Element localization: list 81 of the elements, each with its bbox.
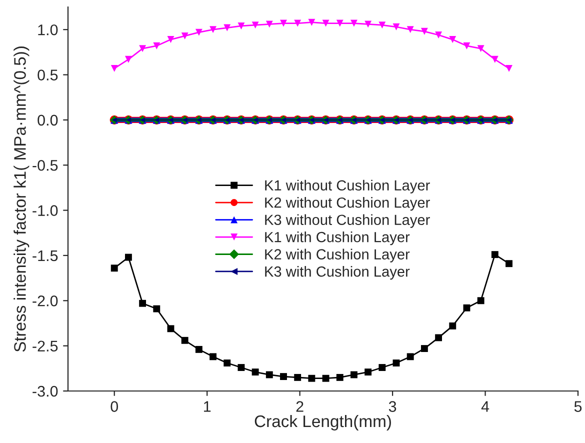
point [392, 360, 400, 366]
point [167, 325, 174, 332]
point [195, 28, 202, 36]
x-tick-label: 1 [204, 401, 211, 412]
point [336, 374, 344, 381]
point [420, 28, 428, 35]
legend-label: K1 with Cushion Layer [265, 232, 410, 246]
point [506, 260, 512, 268]
point [463, 304, 470, 312]
legend-label: K3 with Cushion Layer [265, 266, 410, 280]
point [350, 20, 358, 27]
point [449, 322, 456, 330]
point [224, 360, 231, 366]
y-tick-label: -3.0 [32, 386, 58, 397]
point [139, 300, 146, 307]
point [449, 36, 456, 43]
point [238, 22, 245, 30]
point [294, 20, 302, 27]
y-tick-label: 0.0 [38, 114, 58, 126]
point [322, 20, 330, 27]
point [224, 24, 231, 32]
x-tick-label: 2 [296, 401, 304, 412]
point [364, 368, 372, 376]
x-tick-label: 3 [388, 401, 396, 412]
point [477, 45, 484, 52]
point [139, 45, 146, 52]
point [364, 20, 372, 28]
y-tick-label: 1.0 [38, 24, 58, 36]
point [280, 373, 287, 380]
point [153, 305, 160, 312]
point [110, 264, 118, 272]
point [491, 251, 498, 258]
point [406, 353, 414, 360]
x-tick-label: 4 [481, 401, 490, 412]
x-tick-label: 5 [574, 401, 582, 412]
y-tick-label: -1.5 [32, 250, 58, 262]
point [167, 36, 174, 43]
x-axis-title: Crack Length(mm) [254, 414, 391, 430]
point [506, 64, 512, 72]
point [308, 374, 316, 382]
point [266, 20, 273, 28]
legend-label: K2 with Cushion Layer [265, 248, 410, 262]
point [392, 23, 400, 30]
point [210, 26, 216, 34]
point [266, 371, 273, 378]
y-tick-label: -2.0 [32, 296, 58, 306]
y-tick-label: -1.0 [32, 205, 58, 216]
y-tick-label: 0.5 [38, 70, 58, 80]
point [252, 22, 259, 29]
point [336, 20, 344, 27]
y-axis-title: Stress intensity factor k1( MPa·mm^(0.5)) [14, 46, 30, 352]
x-tick-label: 0 [110, 401, 118, 412]
point [350, 371, 358, 378]
y-tick-label: -2.5 [32, 340, 58, 352]
point [294, 374, 302, 381]
point [210, 353, 216, 360]
point [280, 20, 287, 27]
point [124, 56, 132, 63]
point [406, 26, 414, 34]
point [322, 374, 330, 382]
point [110, 64, 118, 72]
point [378, 364, 386, 371]
point [181, 336, 188, 344]
point [435, 32, 442, 38]
point [435, 334, 442, 342]
point [124, 254, 132, 261]
point [195, 346, 202, 353]
point [378, 22, 386, 29]
legend-label: K2 without Cushion Layer [265, 197, 430, 211]
point [477, 297, 484, 304]
point [463, 42, 470, 50]
point [238, 364, 245, 371]
point [181, 32, 188, 40]
point [491, 56, 498, 63]
point [308, 18, 316, 26]
legend-label: K3 without Cushion Layer [265, 214, 430, 228]
point [153, 42, 160, 50]
legend-label: K1 without Cushion Layer [265, 180, 430, 194]
point [252, 368, 259, 376]
y-tick-label: -0.5 [32, 160, 58, 171]
point [420, 345, 428, 352]
